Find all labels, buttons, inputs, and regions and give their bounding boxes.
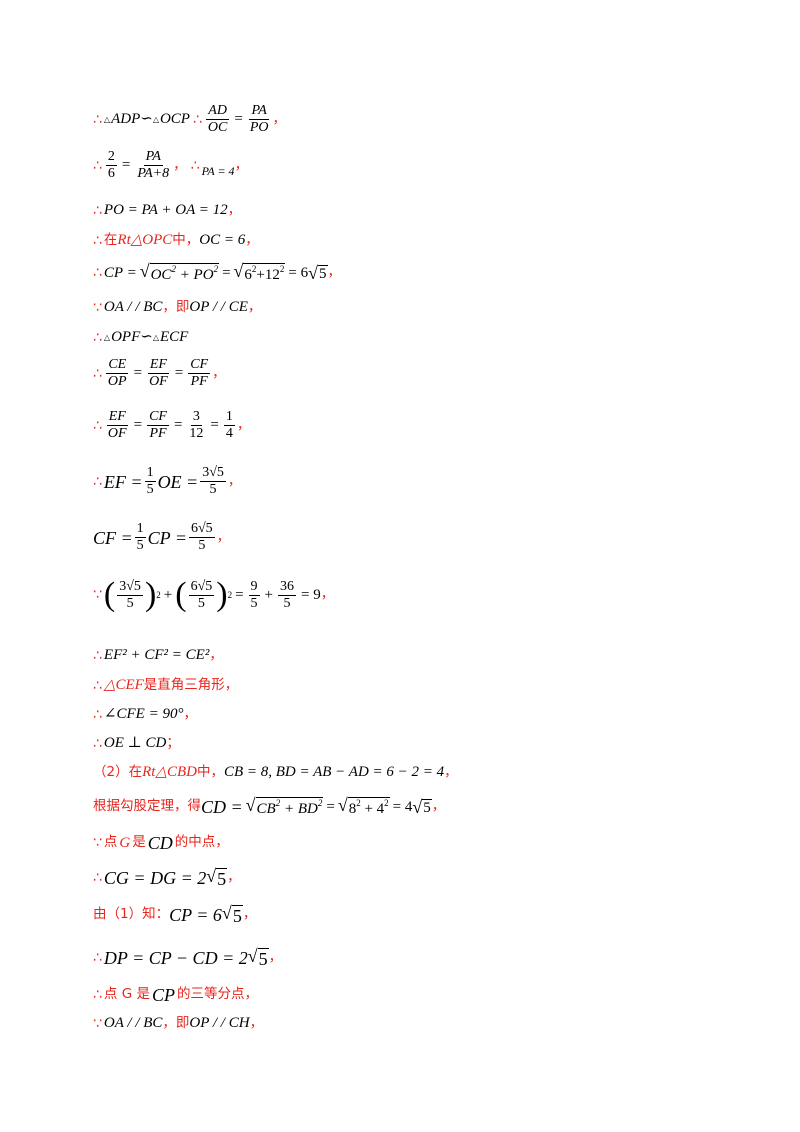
line-dp-value: ∴ DP = CP − CD = 2 √ 5 ， <box>93 946 283 969</box>
line-pythagoras-cef: ∴ EF² + CF² = CE² ， <box>93 646 223 664</box>
line-op-parallel-ch: ∵ OA / / BC ，即 OP / / CH ， <box>93 1014 264 1032</box>
line-cg-dg: ∴ CG = DG = 2 √ 5 ， <box>93 866 241 889</box>
line-cp-value: ∴ CP = √ OC2 + PO2 = √ 62+122 = 6 √ 5 ， <box>93 261 341 283</box>
line-oe-perp-cd: ∴ OE ⊥ CD ； <box>93 734 180 752</box>
line-similar-adp-ocp: ∴ △ ADP∽ △ OCP ∴ AD OC = PA PO ， <box>93 103 286 135</box>
line-part2-rt-cbd: （2）在 Rt△CBD 中， CB = 8, BD = AB − AD = 6 … <box>93 763 458 780</box>
line-po-value: ∴ PO = PA + OA = 12 ， <box>93 201 242 219</box>
line-g-midpoint: ∵ 点 G 是 CD 的中点 ， <box>93 833 229 853</box>
because-symbol: ∵ <box>93 299 102 316</box>
line-ratio-ce-op: ∴ CE OP = EF OF = CF PF ， <box>93 357 226 389</box>
line-right-triangle: ∴ △CEF 是直角三角形 ， <box>93 676 239 694</box>
line-similar-opf-ecf: ∴ △ OPF∽ △ ECF <box>93 329 189 346</box>
line-cp-from-part1: 由（1）知： CP = 6 √ 5 ， <box>93 903 257 926</box>
line-rt-opc: ∴ 在 Rt△OPC 中， OC = 6 ， <box>93 231 259 249</box>
therefore-symbol: ∴ <box>192 111 202 128</box>
line-angle-cfe: ∴ ∠CFE = 90° ， <box>93 705 197 723</box>
line-oa-parallel-bc: ∵ OA / / BC ，即 OP / / CE ， <box>93 298 262 316</box>
line-g-trisection: ∴ 点 G 是 CP 的三等分点 ， <box>93 985 258 1005</box>
line-cd-value: 根据勾股定理，得 CD = √ CB2 + BD2 = √ 82 + 42 = 4 … <box>93 795 446 817</box>
therefore-symbol: ∴ <box>93 111 102 128</box>
